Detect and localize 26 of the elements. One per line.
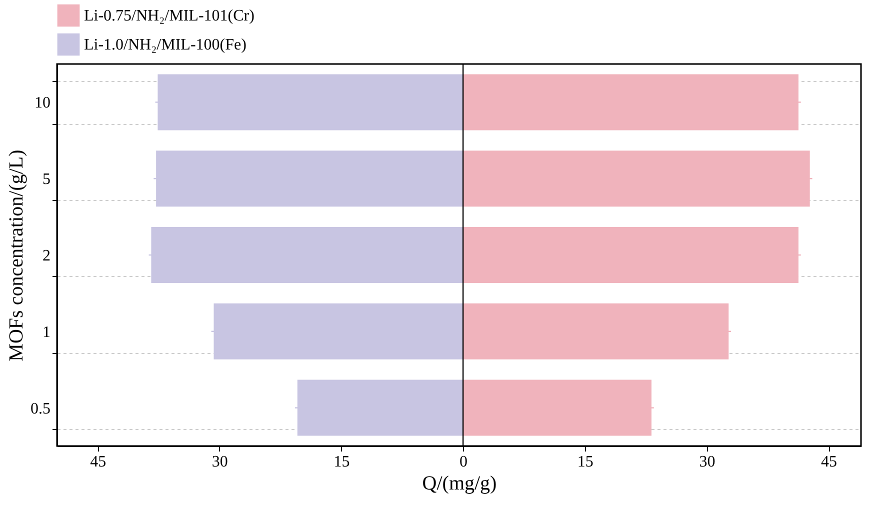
- y-tick-label: 10: [34, 94, 50, 112]
- bar: [214, 303, 464, 360]
- y-tick-label: 0.5: [30, 400, 50, 418]
- y-axis-title: MOFs concentration/(g/L): [6, 150, 28, 362]
- bar: [463, 74, 798, 130]
- y-tick-label: 1: [42, 324, 50, 341]
- bar: [156, 150, 464, 207]
- x-tick-label: 30: [699, 454, 716, 470]
- bar: [297, 380, 464, 436]
- bar: [463, 227, 798, 283]
- legend-label: Li-1.0/NH₂/MIL-100(Fe): [84, 36, 246, 54]
- x-tick-label: 0: [460, 454, 468, 470]
- bar: [151, 227, 464, 283]
- bar: [158, 74, 464, 130]
- y-tick-label: 2: [42, 248, 50, 264]
- x-axis-title: Q/(mg/g): [422, 472, 497, 494]
- x-tick-label: 15: [334, 454, 350, 470]
- x-tick-label: 30: [212, 454, 228, 470]
- bar: [463, 303, 729, 360]
- x-tick-label: 15: [577, 454, 594, 470]
- bar: [463, 380, 652, 436]
- y-tick-label: 5: [42, 171, 50, 188]
- bar: [463, 150, 810, 207]
- x-tick-label: 45: [90, 454, 106, 470]
- x-tick-label: 45: [821, 454, 838, 470]
- legend-label: Li-0.75/NH₂/MIL-101(Cr): [84, 8, 254, 24]
